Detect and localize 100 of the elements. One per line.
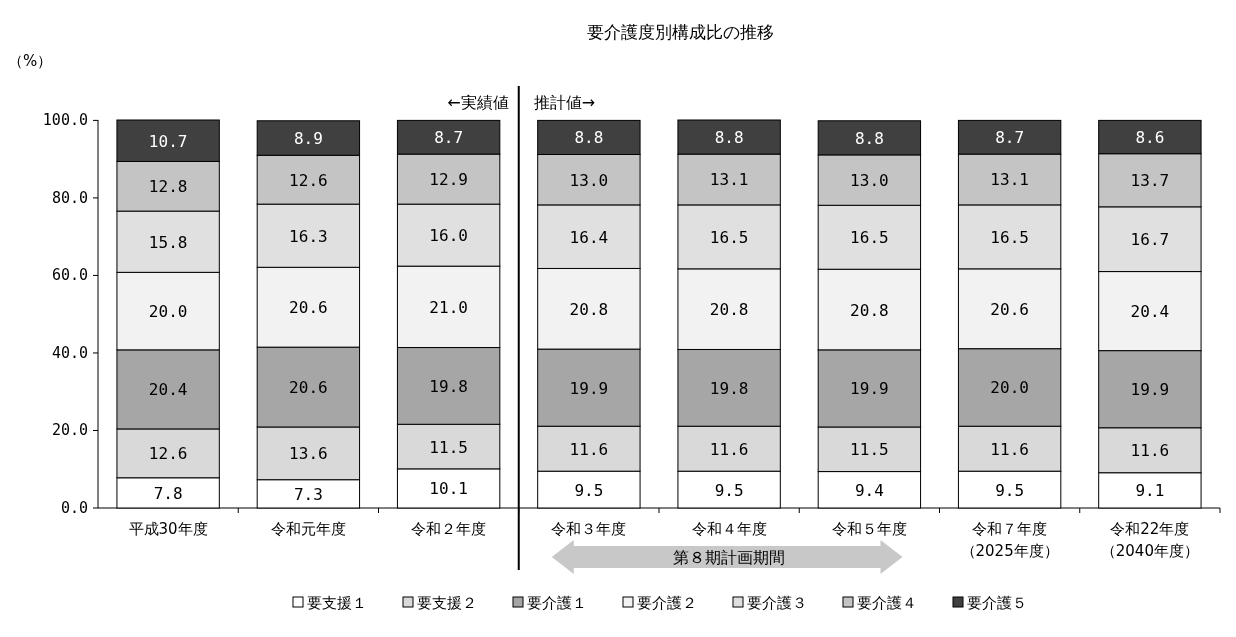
bar: [1098, 271, 1202, 352]
chart-title: 要介護度別構成比の推移: [586, 22, 774, 42]
bar: [817, 349, 922, 428]
x-tick-label: 令和22年度（2040年度）: [1100, 520, 1199, 560]
bar: [116, 119, 220, 162]
bar: [957, 268, 1062, 350]
legend-label: 要介護５: [967, 594, 1027, 612]
data-label: 7.8: [153, 483, 183, 503]
data-label: 16.0: [429, 226, 468, 246]
bar: [817, 426, 922, 473]
bar: [817, 268, 922, 351]
data-label: 20.0: [148, 302, 188, 322]
data-label: 12.6: [148, 444, 188, 464]
bar: [817, 120, 922, 156]
bar: [116, 160, 220, 212]
data-label: 8.8: [854, 128, 884, 148]
bar: [396, 423, 501, 470]
data-label: 9.5: [714, 480, 744, 500]
data-label: 9.5: [574, 480, 604, 500]
data-label: 20.4: [148, 380, 188, 400]
data-label: 8.7: [434, 128, 464, 148]
bar: [396, 153, 501, 205]
data-label: 12.6: [289, 170, 328, 190]
data-label: 8.9: [293, 129, 323, 149]
bar: [396, 203, 501, 267]
data-label: 16.3: [289, 226, 328, 246]
bar: [957, 348, 1062, 427]
x-tick-label: 令和３年度: [551, 520, 627, 538]
data-label: 10.1: [429, 479, 468, 499]
bar: [677, 425, 781, 472]
data-label: 19.8: [709, 378, 749, 398]
bar: [256, 154, 361, 205]
data-label: 20.4: [1130, 302, 1170, 322]
data-label: 13.7: [1130, 171, 1170, 191]
y-tick-label: 60.0: [51, 266, 88, 285]
data-label: 20.8: [709, 300, 749, 320]
y-tick-label: 0.0: [60, 499, 88, 517]
data-label: 20.8: [850, 300, 889, 320]
data-label: 8.6: [1135, 128, 1165, 148]
x-tick-label: 令和２年度: [411, 520, 487, 538]
data-label: 13.0: [569, 170, 609, 190]
bar: [817, 154, 922, 206]
data-label: 19.9: [850, 379, 889, 399]
data-label: 12.8: [148, 177, 188, 197]
bar: [116, 210, 220, 273]
y-tick-label: 100.0: [42, 111, 88, 130]
bar: [396, 119, 501, 155]
bar: [1098, 350, 1202, 429]
legend-label: 要介護３: [747, 594, 807, 612]
bar: [116, 428, 220, 479]
data-label: 20.6: [289, 378, 328, 398]
bar: [256, 266, 361, 348]
data-label: 13.0: [850, 171, 889, 191]
bar: [256, 426, 361, 481]
data-label: 16.4: [569, 227, 609, 247]
bar: [677, 348, 781, 427]
data-label: 11.5: [850, 440, 889, 460]
bar: [817, 204, 922, 270]
bar: [677, 153, 781, 206]
bar: [677, 119, 781, 155]
bar: [1098, 119, 1202, 155]
x-tick-label: 令和元年度: [270, 520, 346, 538]
bar: [537, 204, 641, 269]
bar: [677, 268, 781, 350]
data-label: 13.1: [709, 170, 749, 190]
data-label: 11.5: [429, 437, 468, 457]
data-label: 21.0: [429, 297, 468, 317]
y-tick-label: 40.0: [51, 343, 88, 362]
data-label: 19.8: [429, 376, 468, 396]
text: 推計値→: [533, 93, 596, 112]
data-label: 16.7: [1130, 230, 1170, 250]
bar: [256, 120, 361, 156]
bar: [116, 271, 220, 351]
bar: [957, 153, 1062, 206]
bar: [957, 204, 1062, 270]
bar: [537, 154, 641, 206]
bar: [396, 265, 501, 349]
bar: [957, 425, 1062, 472]
data-label: 8.7: [995, 128, 1025, 148]
bar: [957, 119, 1062, 155]
bar: [256, 346, 361, 428]
data-label: 16.5: [850, 228, 889, 248]
bar: [396, 347, 501, 425]
legend-label: 要支援１: [307, 594, 367, 612]
legend-label: 要介護２: [637, 594, 697, 612]
data-label: 9.4: [854, 480, 884, 500]
text: 第８期計画期間: [673, 548, 786, 567]
x-tick-label: 令和５年度: [831, 520, 907, 538]
data-label: 19.9: [1130, 380, 1170, 400]
x-tick-label: 平成30年度: [128, 520, 208, 538]
data-label: 13.6: [289, 444, 328, 464]
data-label: 11.6: [709, 439, 749, 459]
data-label: 15.8: [148, 232, 188, 252]
bar: [256, 203, 361, 268]
data-label: 9.1: [1135, 481, 1165, 501]
bar: [677, 204, 781, 270]
text: ←実績値: [447, 93, 509, 112]
y-tick-label: 20.0: [51, 421, 88, 440]
data-label: 16.5: [990, 227, 1029, 247]
bar: [537, 267, 641, 350]
